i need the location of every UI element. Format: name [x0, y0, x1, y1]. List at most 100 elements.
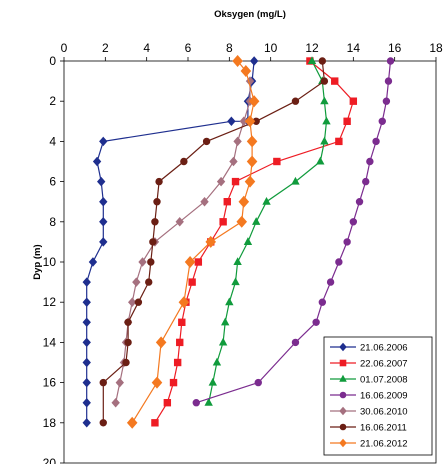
data-point — [134, 298, 143, 306]
data-point — [339, 359, 347, 367]
data-point — [252, 217, 261, 225]
data-point — [204, 397, 213, 406]
data-point — [273, 157, 281, 166]
data-point — [151, 218, 159, 226]
data-point — [124, 318, 132, 326]
data-point — [88, 257, 98, 267]
data-point — [169, 378, 178, 387]
data-point — [231, 277, 240, 286]
data-point — [202, 137, 211, 146]
data-point — [124, 338, 132, 347]
data-point — [248, 95, 260, 108]
data-point — [178, 318, 186, 327]
data-point — [366, 157, 374, 166]
data-point — [111, 397, 120, 408]
data-point — [205, 235, 217, 248]
series-line — [86, 60, 255, 423]
data-point — [231, 177, 240, 186]
data-point — [339, 423, 347, 431]
data-point — [232, 54, 243, 68]
x-axis: 0 2 4 6 8 10 12 14 16 18 — [61, 41, 443, 61]
x-tick-label: 2 — [102, 41, 109, 55]
data-point — [99, 136, 108, 147]
data-point — [151, 419, 159, 427]
data-point — [155, 336, 167, 349]
data-point — [229, 156, 238, 167]
legend-item: 16.06.2009 — [330, 391, 408, 402]
data-point — [192, 399, 200, 407]
data-point — [99, 217, 108, 227]
y-tick-label: 16 — [43, 376, 57, 390]
data-point — [138, 257, 147, 267]
data-point — [343, 117, 351, 125]
data-point — [225, 297, 234, 306]
legend-label: 21.06.2006 — [360, 343, 408, 354]
legend-label: 01.07.2008 — [360, 375, 408, 386]
data-point — [349, 218, 358, 226]
x-tick-label: 12 — [305, 41, 319, 55]
data-point — [320, 136, 329, 145]
data-point — [238, 195, 250, 208]
legend-item: 30.06.2010 — [330, 407, 408, 418]
data-point — [339, 438, 347, 448]
data-point — [318, 298, 327, 306]
series-21.06.2012 — [126, 54, 260, 429]
data-point — [233, 136, 242, 147]
legend-label: 30.06.2010 — [360, 407, 408, 418]
y-tick-label: 8 — [49, 215, 56, 229]
x-tick-label: 8 — [226, 41, 233, 55]
data-point — [122, 358, 130, 367]
data-point — [349, 97, 358, 105]
data-point — [382, 97, 391, 105]
x-tick-label: 14 — [347, 41, 361, 55]
data-point — [384, 77, 393, 85]
series-01.07.2008 — [204, 56, 331, 406]
data-point — [151, 376, 163, 389]
series-16.06.2009 — [192, 57, 395, 407]
y-tick-label: 12 — [43, 295, 57, 309]
y-axis-title: Dyp (m) — [32, 244, 43, 279]
data-point — [320, 96, 329, 105]
legend: 21.06.2006 22.06.2007 01.07.2008 16.06.2009… — [323, 336, 433, 456]
data-point — [126, 416, 138, 429]
x-tick-label: 16 — [388, 41, 402, 55]
data-point — [246, 135, 258, 148]
data-point — [312, 318, 320, 326]
y-tick-label: 2 — [49, 94, 56, 108]
data-point — [254, 378, 262, 387]
data-point — [244, 175, 256, 188]
data-point — [355, 198, 364, 206]
data-point — [243, 237, 253, 245]
data-point — [82, 317, 91, 328]
data-point — [386, 57, 395, 65]
y-tick-label: 20 — [43, 456, 57, 464]
data-point — [188, 278, 196, 286]
series-30.06.2010 — [111, 76, 255, 408]
data-point — [163, 399, 172, 407]
data-point — [99, 419, 107, 427]
data-point — [155, 177, 163, 186]
data-point — [262, 196, 271, 205]
x-tick-label: 6 — [185, 41, 192, 55]
data-point — [99, 196, 108, 207]
x-tick-label: 4 — [143, 41, 150, 55]
series-layer — [82, 54, 395, 429]
legend-item: 21.06.2012 — [330, 439, 408, 450]
data-point — [307, 56, 317, 65]
data-point — [219, 218, 227, 226]
data-point — [322, 116, 331, 125]
data-point — [82, 337, 91, 348]
data-point — [244, 115, 256, 128]
series-line — [154, 60, 354, 424]
data-point — [208, 377, 217, 386]
x-tick-label: 10 — [264, 41, 278, 55]
x-tick-label: 0 — [61, 41, 68, 55]
x-tick-label: 18 — [429, 41, 443, 55]
data-point — [320, 77, 329, 85]
data-point — [132, 277, 141, 287]
data-point — [291, 97, 300, 105]
legend-item: 16.06.2011 — [330, 423, 407, 434]
legend-item: 21.06.2006 — [330, 343, 408, 354]
x-axis-title: Oksygen (mg/L) — [214, 9, 286, 20]
